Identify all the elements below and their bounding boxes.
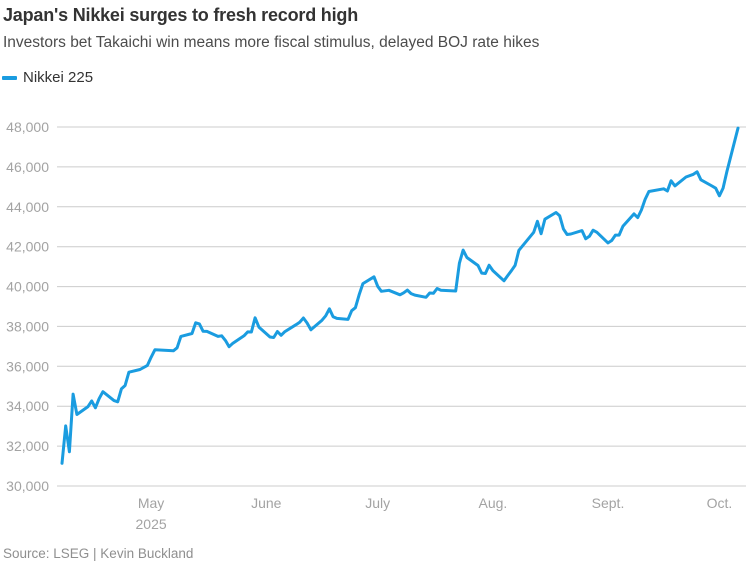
y-axis-tick-label: 40,000 <box>6 279 49 295</box>
x-axis-tick-label: Oct. <box>707 495 733 511</box>
legend-line-swatch-icon <box>2 75 17 80</box>
y-axis-tick-label: 46,000 <box>6 159 49 175</box>
y-axis-tick-label: 36,000 <box>6 358 49 374</box>
x-axis-tick-label: July <box>365 495 390 511</box>
x-axis-tick-label: May <box>138 495 164 511</box>
y-axis-tick-label: 32,000 <box>6 438 49 454</box>
x-axis-year-label: 2025 <box>136 516 167 532</box>
y-axis-tick-label: 42,000 <box>6 239 49 255</box>
x-axis-tick-label: June <box>251 495 282 511</box>
chart-title: Japan's Nikkei surges to fresh record hi… <box>3 5 358 25</box>
x-axis-tick-label: Sept. <box>592 495 625 511</box>
legend-label: Nikkei 225 <box>23 69 94 86</box>
legend: Nikkei 225 <box>2 69 93 86</box>
x-axis-tick-label: Aug. <box>478 495 507 511</box>
nikkei-chart-svg: 30,000 32,000 34,000 36,000 38,000 40,000 42,0… <box>6 119 746 532</box>
chart-subtitle: Investors bet Takaichi win means more fi… <box>3 34 540 51</box>
y-axis-tick-label: 38,000 <box>6 318 49 334</box>
source-credit: Source: LSEG | Kevin Buckland <box>3 546 194 561</box>
y-axis-tick-label: 34,000 <box>6 398 49 414</box>
y-axis-tick-label: 48,000 <box>6 119 49 135</box>
nikkei-line <box>60 126 740 465</box>
y-axis-tick-label: 44,000 <box>6 199 49 215</box>
y-axis-tick-label: 30,000 <box>6 478 49 494</box>
